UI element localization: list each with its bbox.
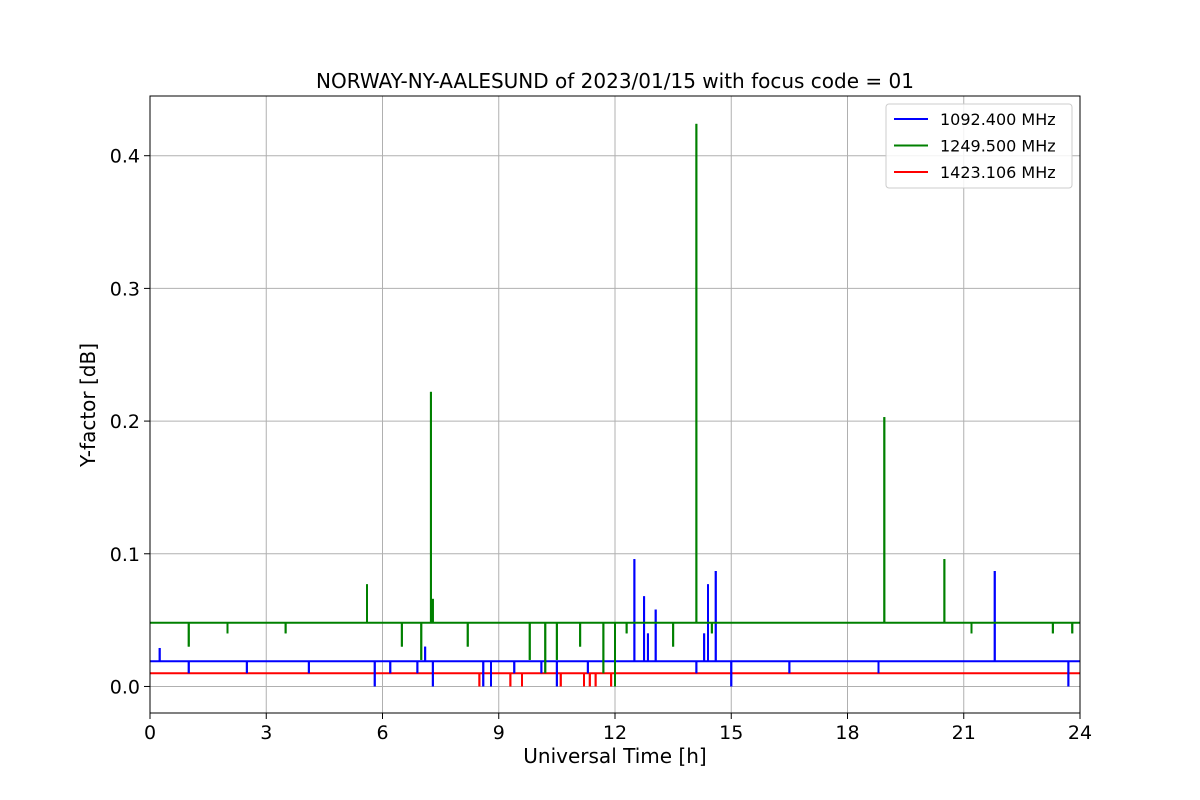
legend-box — [885, 103, 1073, 189]
legend-entry: 1249.500 MHz — [940, 137, 1056, 156]
chart-title: NORWAY-NY-AALESUND of 2023/01/15 with fo… — [316, 69, 914, 93]
y-tick-label: 0.4 — [110, 146, 140, 168]
legend-entry: 1092.400 MHz — [940, 110, 1056, 129]
x-tick-label: 18 — [835, 722, 859, 744]
y-tick-label: 0.0 — [110, 676, 140, 698]
x-axis-label: Universal Time [h] — [523, 744, 706, 768]
tick-marks: 0 3 6 9 12 15 18 21 24 0.0 0.1 0.2 0.3 0.4 — [110, 146, 1092, 744]
series-1 — [150, 123, 1080, 687]
y-axis-label: Y-factor [dB] — [76, 343, 100, 468]
x-tick-label: 21 — [952, 722, 976, 744]
series-2 — [150, 672, 1080, 687]
series-line — [150, 123, 1080, 687]
legend-entry: 1423.106 MHz — [940, 163, 1056, 182]
y-tick-label: 0.2 — [110, 411, 140, 433]
x-tick-label: 24 — [1068, 722, 1092, 744]
x-tick-label: 3 — [260, 722, 272, 744]
x-tick-label: 6 — [376, 722, 388, 744]
y-tick-label: 0.3 — [110, 278, 140, 300]
series-0 — [150, 559, 1080, 687]
x-tick-label: 15 — [719, 722, 743, 744]
x-tick-label: 0 — [144, 722, 156, 744]
legend: 1092.400 MHz 1249.500 MHz 1423.106 MHz — [885, 103, 1073, 189]
x-tick-label: 9 — [493, 722, 505, 744]
y-tick-label: 0.1 — [110, 544, 140, 566]
x-tick-label: 12 — [603, 722, 627, 744]
series-layer — [150, 123, 1080, 687]
